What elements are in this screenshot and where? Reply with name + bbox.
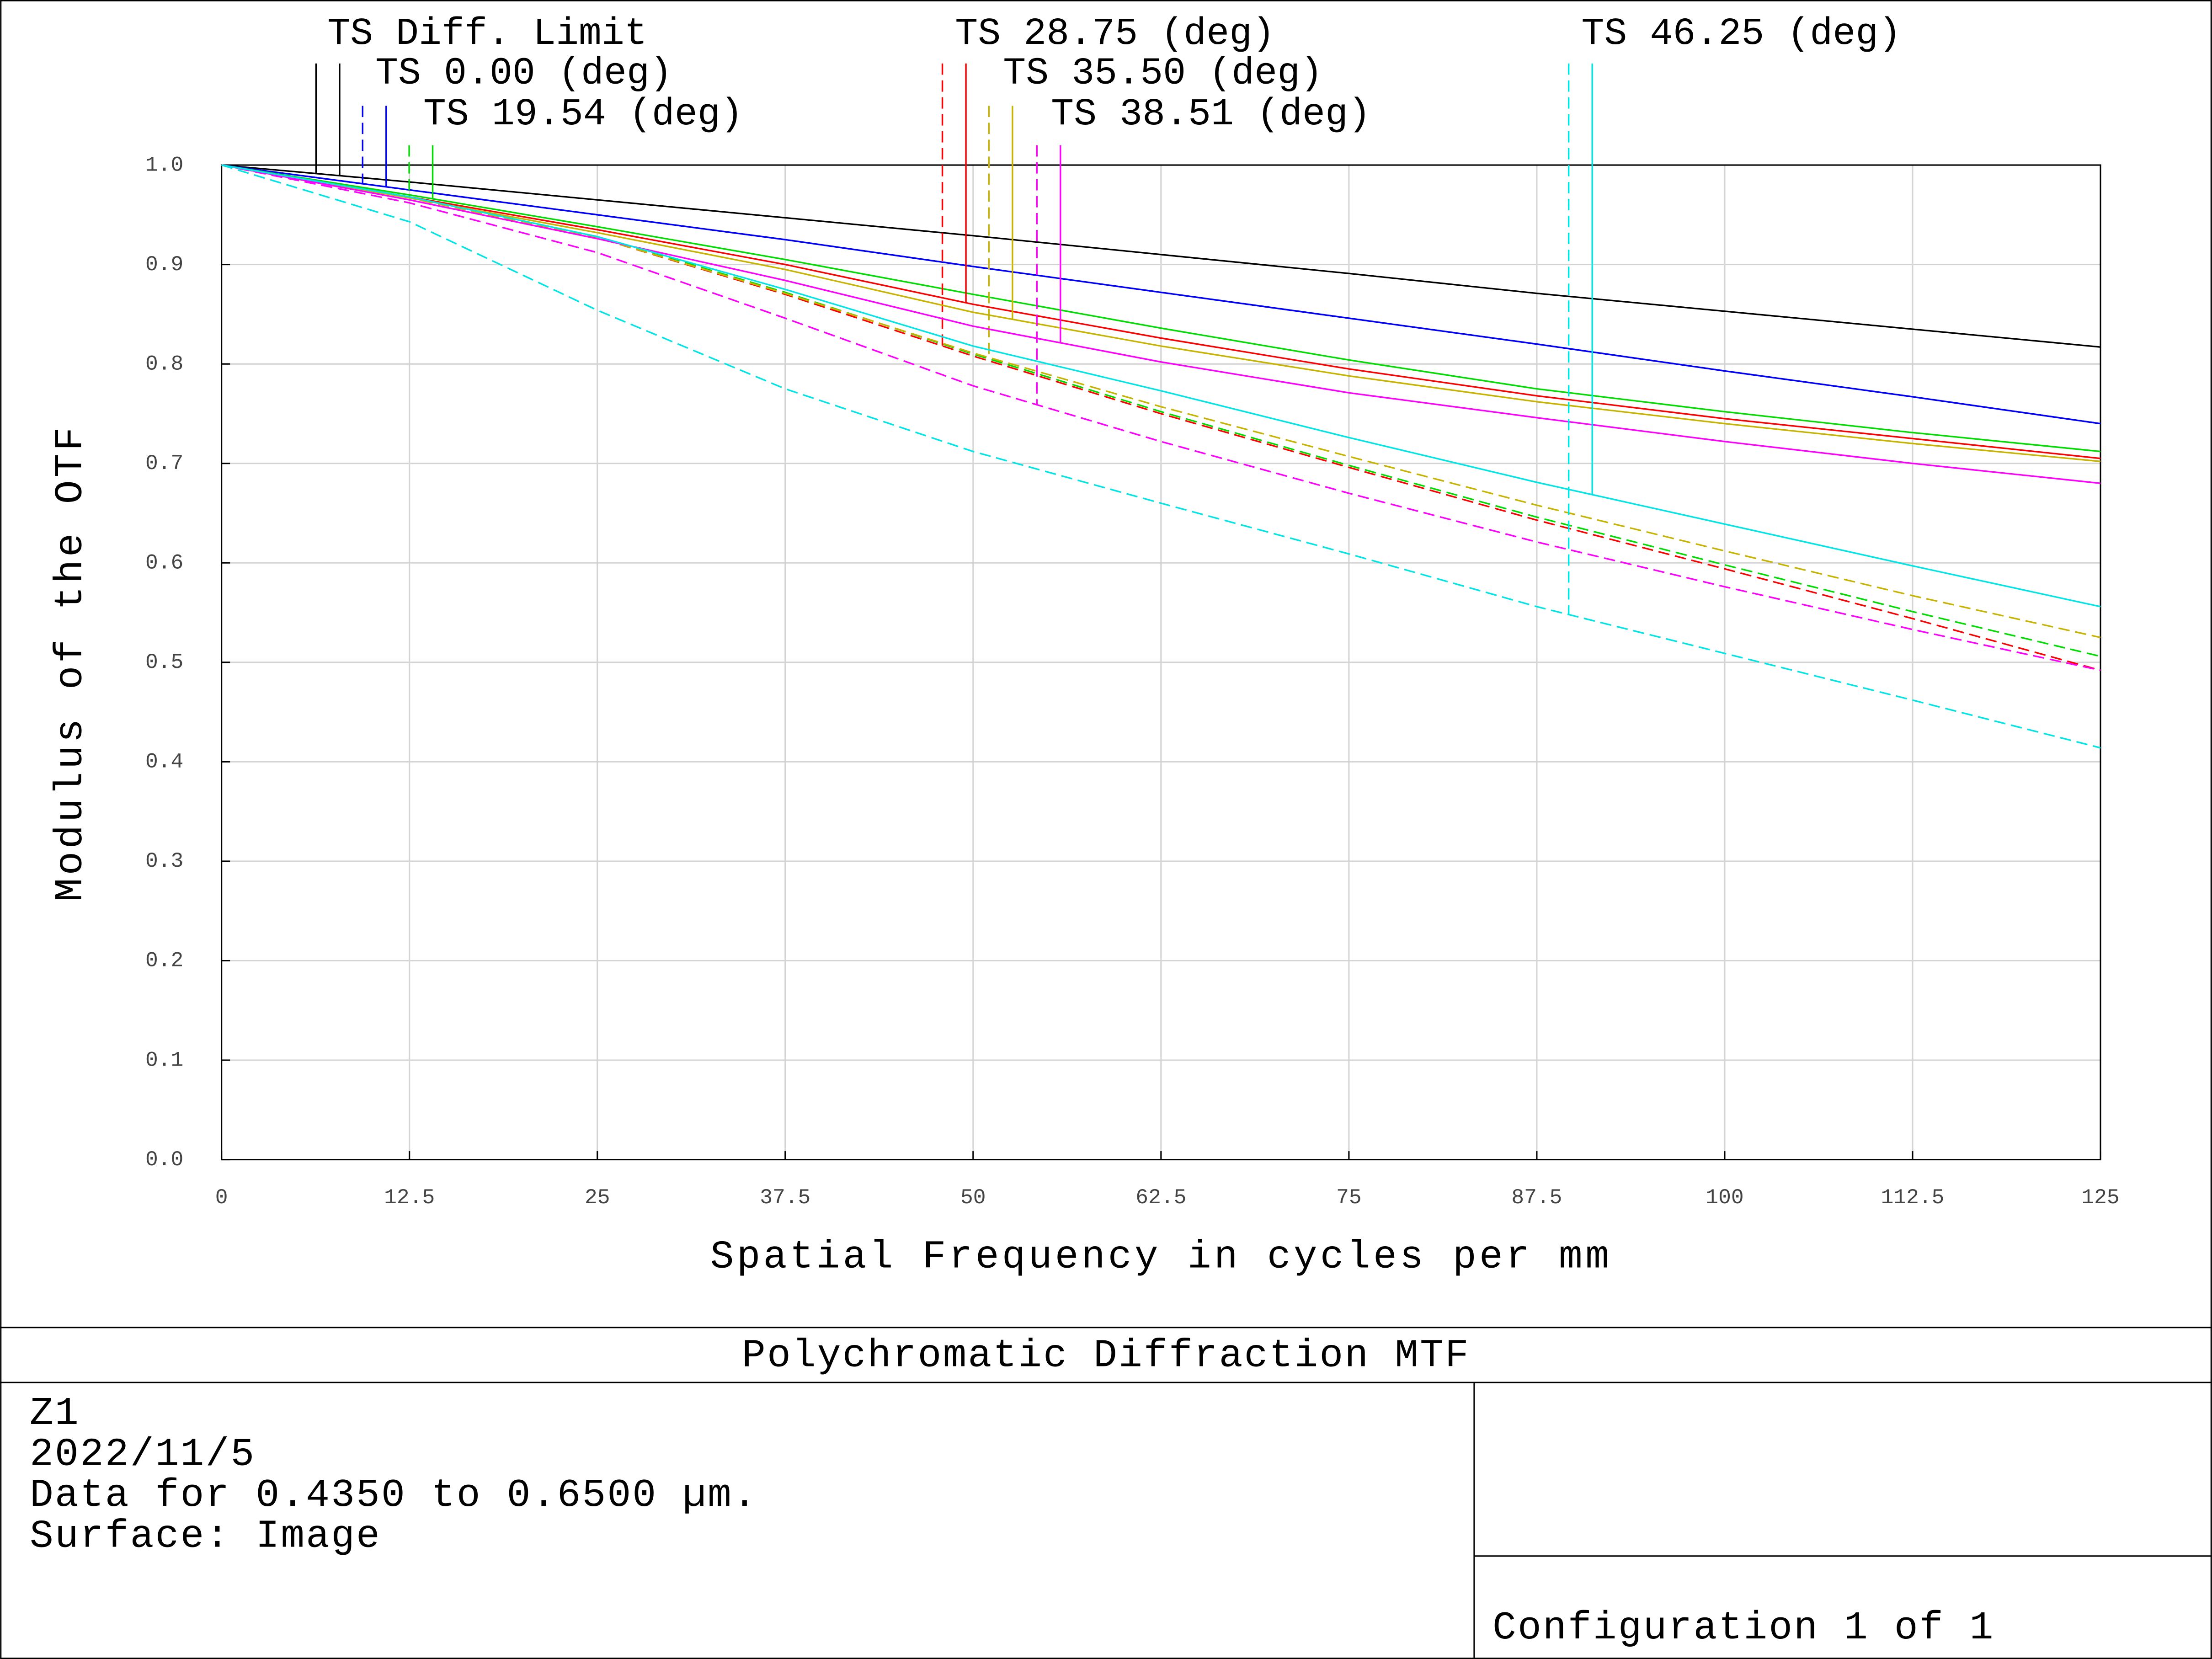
mtf-curve xyxy=(221,164,2101,425)
mtf-curve xyxy=(221,164,2101,608)
legend-label: TS 46.25 (deg) xyxy=(1581,13,1901,56)
note: 2022/11/5 xyxy=(30,1432,256,1477)
x-tick-label: 50 xyxy=(960,1185,986,1210)
legend-label: TS Diff. Limit xyxy=(327,13,647,56)
chart-title: Polychromatic Diffraction MTF xyxy=(742,1333,1470,1378)
y-tick-label: 0.0 xyxy=(145,1147,183,1172)
y-tick-label: 0.4 xyxy=(145,750,183,774)
y-tick-label: 0.1 xyxy=(145,1048,183,1072)
x-tick-label: 0 xyxy=(215,1185,228,1210)
mtf-curve xyxy=(221,164,2101,749)
legend-label: TS 35.50 (deg) xyxy=(1003,52,1323,95)
x-tick-label: 12.5 xyxy=(384,1185,435,1210)
mtf-curve xyxy=(221,164,2101,459)
mtf-curve xyxy=(221,164,2101,453)
legend-label: TS 0.00 (deg) xyxy=(375,52,672,95)
mtf-curve xyxy=(221,164,2101,463)
x-axis-label: Spatial Frequency in cycles per mm xyxy=(710,1234,1612,1279)
note: Surface: Image xyxy=(30,1514,381,1558)
configuration: Configuration 1 of 1 xyxy=(1492,1606,1995,1650)
legend-label: TS 28.75 (deg) xyxy=(955,13,1275,56)
x-tick-label: 25 xyxy=(585,1185,610,1210)
legend-label: TS 19.54 (deg) xyxy=(423,93,743,136)
mtf-curve xyxy=(221,164,2101,348)
x-tick-label: 75 xyxy=(1336,1185,1362,1210)
plot-border xyxy=(221,164,2101,1161)
mtf-curve xyxy=(221,164,2101,671)
y-tick-label: 0.6 xyxy=(145,550,183,575)
y-tick-label: 0.5 xyxy=(145,650,183,674)
x-tick-label: 112.5 xyxy=(1881,1185,1945,1210)
note: Data for 0.4350 to 0.6500 µm. xyxy=(30,1473,758,1518)
mtf-curve xyxy=(221,164,2101,639)
x-tick-label: 37.5 xyxy=(760,1185,810,1210)
x-tick-label: 87.5 xyxy=(1511,1185,1562,1210)
mtf-curve xyxy=(221,164,2101,671)
legend-label: TS 38.51 (deg) xyxy=(1051,93,1371,136)
x-tick-label: 125 xyxy=(2081,1185,2119,1210)
x-tick-label: 62.5 xyxy=(1135,1185,1186,1210)
y-tick-label: 0.3 xyxy=(145,849,183,873)
mtf-curve xyxy=(221,164,2101,657)
y-tick-label: 0.7 xyxy=(145,451,183,475)
y-tick-label: 0.2 xyxy=(145,949,183,973)
x-tick-label: 100 xyxy=(1706,1185,1743,1210)
y-tick-label: 0.9 xyxy=(145,252,183,277)
y-tick-label: 1.0 xyxy=(145,153,183,177)
y-tick-label: 0.8 xyxy=(145,352,183,376)
note: Z1 xyxy=(30,1391,80,1436)
y-axis-label: Modulus of the OTF xyxy=(48,424,93,902)
mtf-curve xyxy=(221,164,2101,484)
